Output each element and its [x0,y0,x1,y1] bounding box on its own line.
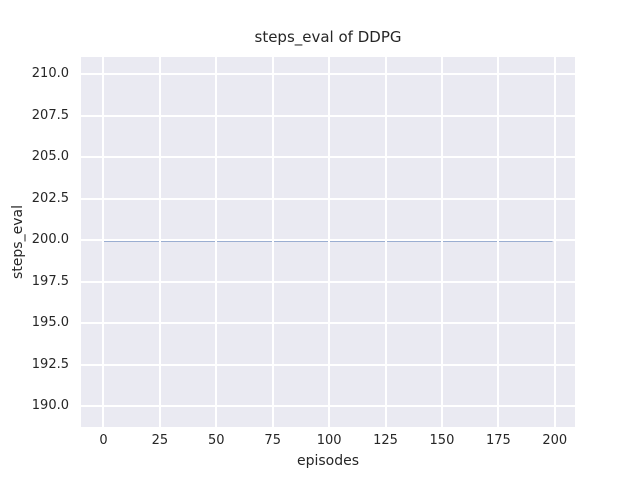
gridline-y-197.5 [81,280,575,283]
x-tick-label-175: 175 [485,433,511,448]
gridline-y-202.5 [81,197,575,200]
gridline-x-150 [440,57,443,427]
plot-area [81,57,575,427]
gridline-x-50 [215,57,218,427]
gridline-y-205.0 [81,156,575,159]
gridline-x-100 [328,57,331,427]
gridline-y-190.0 [81,405,575,408]
x-tick-label-25: 25 [151,433,169,448]
x-tick-label-200: 200 [542,433,568,448]
gridline-y-210.0 [81,73,575,76]
gridline-y-207.5 [81,114,575,117]
gridline-x-75 [271,57,274,427]
chart-title: steps_eval of DDPG [254,28,402,46]
x-tick-label-75: 75 [264,433,281,448]
y-tick-label-200.0: 200.0 [31,232,69,248]
x-tick-label-100: 100 [316,433,342,448]
y-tick-label-190.0: 190.0 [31,398,69,414]
gridline-x-25 [158,57,161,427]
gridline-x-175 [497,57,500,427]
y-tick-label-195.0: 195.0 [31,315,69,331]
gridline-x-125 [384,57,387,427]
y-tick-label-210.0: 210.0 [31,66,69,82]
y-tick-label-197.5: 197.5 [31,273,69,289]
x-axis-label: episodes [296,453,360,469]
y-tick-label-192.5: 192.5 [31,356,69,372]
y-tick-label-205.0: 205.0 [31,149,69,165]
x-tick-label-125: 125 [373,433,398,448]
gridline-y-200.0 [81,239,575,242]
y-tick-label-207.5: 207.5 [31,107,69,123]
y-tick-label-202.5: 202.5 [31,190,69,206]
gridline-y-195.0 [81,322,575,325]
gridline-x-0 [102,57,105,427]
x-tick-label-50: 50 [208,433,225,448]
x-tick-label-0: 0 [99,433,108,448]
gridline-y-192.5 [81,363,575,366]
gridline-x-200 [553,57,556,427]
x-tick-label-150: 150 [429,433,455,448]
